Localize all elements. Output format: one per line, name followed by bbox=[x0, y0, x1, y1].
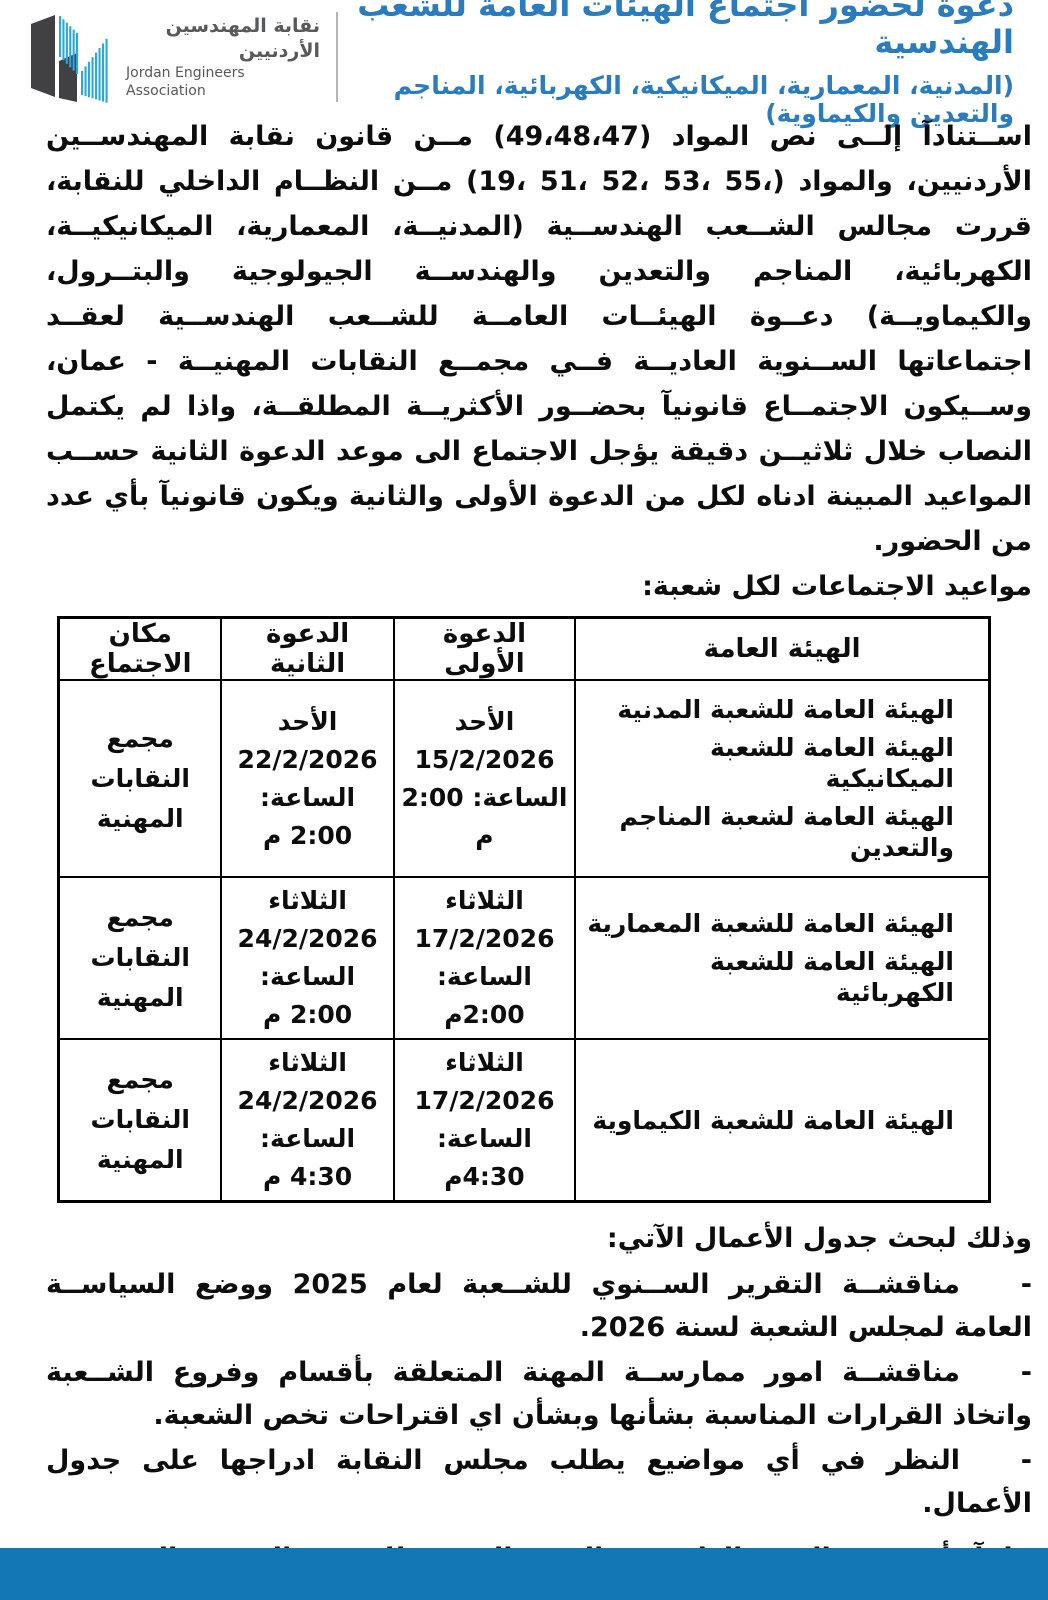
agenda-item: -مناقشــة التقرير الســنوي للشــعبة لعام… bbox=[46, 1263, 1032, 1349]
first-call: الثلاثاء 17/2/2026 الساعة: 2:00م bbox=[392, 876, 577, 1040]
first-call-day: الأحد bbox=[454, 706, 515, 736]
general-assembly-cell: الهيئة العامة للشعبة المعمارية الهيئة الع… bbox=[574, 876, 991, 1040]
first-call: الثلاثاء 17/2/2026 الساعة: 4:30م bbox=[392, 1038, 577, 1203]
org-name-arabic: نقابة المهندسين الأردنيين bbox=[165, 15, 320, 62]
header-divider bbox=[336, 12, 338, 102]
agenda-item-text: مناقشــة امور ممارســة المهنة المتعلقة ب… bbox=[46, 1357, 1032, 1431]
agenda-intro: وذلك لبحث جدول الأعمال الآتي: bbox=[606, 1223, 1032, 1254]
jea-logo-text: نقابة المهندسين الأردنيين Jordan Enginee… bbox=[126, 14, 320, 100]
first-call-date: 17/2/2026 bbox=[414, 924, 555, 953]
jea-logo-icon bbox=[31, 15, 108, 103]
intro-paragraph: اســتنادآ إلــى نص المواد ⁦(49،48،47)⁩ م… bbox=[46, 121, 1033, 557]
page-subtitle: (المدنية، المعمارية، الميكانيكية، الكهرب… bbox=[393, 71, 1014, 128]
document-body: اســتنادآ إلــى نص المواد ⁦(49،48،47)⁩ م… bbox=[0, 114, 1048, 1600]
table-header-row: الهيئة العامة الدعوة الأولى الدعوة الثان… bbox=[57, 616, 991, 681]
first-call-date: 15/2/2026 bbox=[414, 744, 555, 774]
col-header-second-call: الدعوة الثانية bbox=[220, 616, 395, 681]
col-header-general-assembly: الهيئة العامة bbox=[574, 616, 991, 681]
second-call: الثلاثاء 24/2/2026 الساعة: 2:00 م bbox=[220, 876, 395, 1040]
footer-bar bbox=[0, 1548, 1048, 1600]
assembly-name: الهيئة العامة للشعبة المعمارية bbox=[587, 909, 954, 938]
second-call-time: الساعة: 4:30 م bbox=[260, 1124, 356, 1191]
agenda-item-text: مناقشــة التقرير الســنوي للشــعبة لعام … bbox=[46, 1269, 1032, 1343]
assembly-name: الهيئة العامة للشعبة المدنية bbox=[617, 695, 954, 724]
second-call-time: الساعة: 2:00 م bbox=[260, 962, 356, 1029]
first-call-date: 17/2/2026 bbox=[414, 1086, 555, 1115]
assembly-name: الهيئة العامة للشعبة الميكانيكية bbox=[709, 733, 954, 793]
agenda-item: -النظر في أي مواضيع يطلب مجلس النقابة اد… bbox=[46, 1439, 1032, 1525]
first-call-time: الساعة: 2:00 م bbox=[401, 782, 568, 850]
bullet-dash: - bbox=[1020, 1445, 1032, 1476]
second-call: الثلاثاء 24/2/2026 الساعة: 4:30 م bbox=[220, 1038, 395, 1203]
assembly-name: الهيئة العامة للشعبة الكيماوية bbox=[592, 1105, 954, 1135]
second-call-day: الثلاثاء bbox=[268, 886, 347, 915]
second-call-day: الأحد bbox=[277, 706, 338, 736]
agenda-list: -مناقشــة التقرير الســنوي للشــعبة لعام… bbox=[46, 1263, 1032, 1525]
assembly-name: الهيئة العامة لشعبة المناجم والتعدين bbox=[619, 802, 954, 862]
jea-logo: نقابة المهندسين الأردنيين Jordan Enginee… bbox=[28, 9, 320, 105]
table-row: الهيئة العامة للشعبة الكيماوية الثلاثاء 17… bbox=[57, 1038, 991, 1203]
table-row: الهيئة العامة للشعبة المعمارية الهيئة الع… bbox=[57, 876, 991, 1040]
second-call-time: الساعة: 2:00 م bbox=[260, 782, 356, 850]
first-call-day: الثلاثاء bbox=[445, 1048, 524, 1077]
second-call-date: 24/2/2026 bbox=[237, 1086, 378, 1115]
col-header-first-call: الدعوة الأولى bbox=[392, 616, 577, 681]
org-name-english: Jordan Engineers Association bbox=[126, 64, 245, 99]
bullet-dash: - bbox=[1020, 1269, 1032, 1300]
bullet-dash: - bbox=[1020, 1357, 1032, 1388]
header: دعوة لحضور اجتماع الهيئات العامة للشعب ا… bbox=[0, 0, 1048, 127]
meeting-location: مجمع النقابات المهنية bbox=[57, 876, 223, 1040]
meeting-location: مجمع النقابات المهنية bbox=[57, 679, 223, 878]
agenda-item: -مناقشــة امور ممارســة المهنة المتعلقة … bbox=[46, 1351, 1032, 1437]
schedule-heading: مواعيد الاجتماعات لكل شعبة: bbox=[642, 571, 1032, 602]
second-call-day: الثلاثاء bbox=[268, 1048, 347, 1077]
second-call-date: 22/2/2026 bbox=[237, 744, 378, 774]
general-assembly-cell: الهيئة العامة للشعبة المدنية الهيئة العام… bbox=[574, 679, 991, 878]
table-row: الهيئة العامة للشعبة المدنية الهيئة العام… bbox=[57, 679, 991, 878]
first-call-time: الساعة: 4:30م bbox=[436, 1124, 532, 1191]
general-assembly-cell: الهيئة العامة للشعبة الكيماوية bbox=[574, 1038, 991, 1203]
first-call-time: الساعة: 2:00م bbox=[436, 962, 532, 1029]
second-call: الأحد 22/2/2026 الساعة: 2:00 م bbox=[220, 679, 395, 878]
meetings-table: الهيئة العامة الدعوة الأولى الدعوة الثان… bbox=[57, 616, 991, 1203]
assembly-name: الهيئة العامة للشعبة الكهربائية bbox=[709, 947, 954, 1007]
meeting-location: مجمع النقابات المهنية bbox=[57, 1038, 223, 1203]
first-call: الأحد 15/2/2026 الساعة: 2:00 م bbox=[392, 679, 577, 878]
title-block: دعوة لحضور اجتماع الهيئات العامة للشعب ا… bbox=[354, 0, 1014, 127]
col-header-location: مكان الاجتماع bbox=[57, 616, 223, 681]
first-call-day: الثلاثاء bbox=[445, 886, 524, 915]
second-call-date: 24/2/2026 bbox=[237, 924, 378, 953]
page-title: دعوة لحضور اجتماع الهيئات العامة للشعب ا… bbox=[357, 0, 1014, 61]
agenda-item-text: النظر في أي مواضيع يطلب مجلس النقابة ادر… bbox=[46, 1445, 1032, 1519]
